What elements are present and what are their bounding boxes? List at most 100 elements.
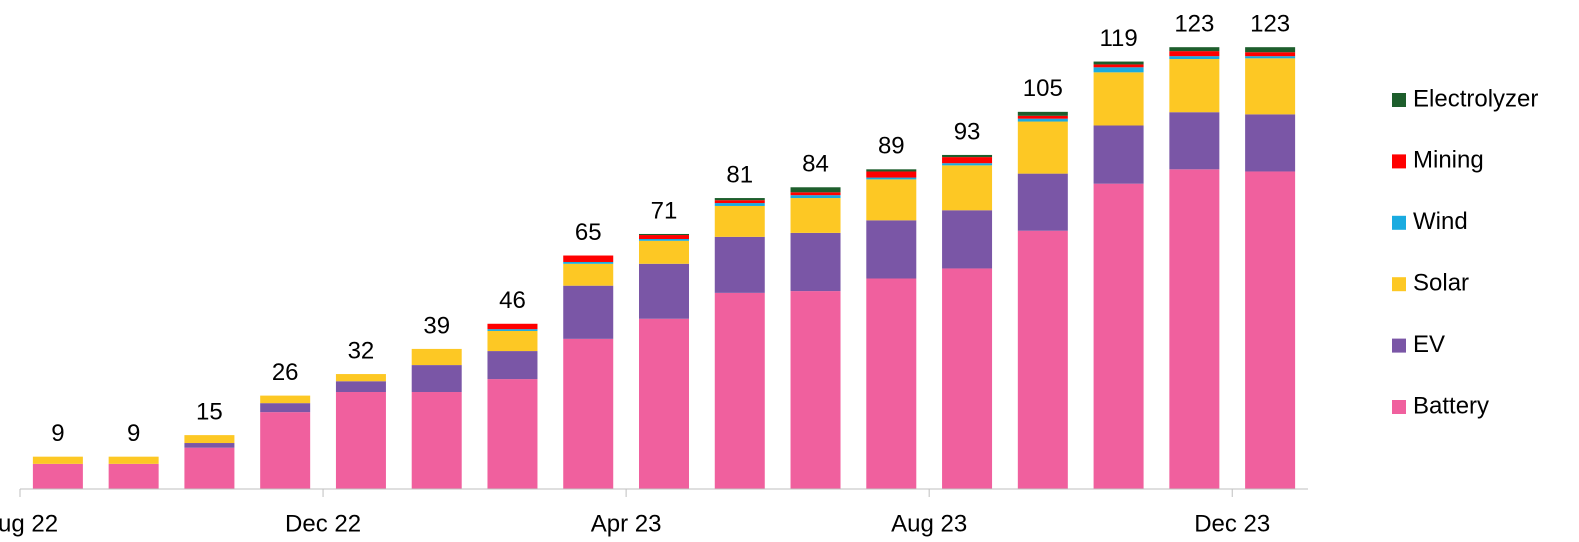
total-label: 123 — [1250, 11, 1290, 38]
bar-segment — [639, 238, 689, 241]
legend-swatch — [1392, 93, 1406, 107]
bar-segment — [639, 240, 689, 264]
bar-segment — [866, 169, 917, 172]
bar-segment — [563, 338, 614, 489]
bar-segment — [1017, 121, 1068, 174]
bar-segment — [184, 443, 235, 448]
bar-segment — [1169, 112, 1220, 170]
total-label: 71 — [651, 197, 678, 224]
legend-swatch — [1392, 154, 1406, 169]
bar-segment — [1245, 171, 1296, 489]
bar-segment — [866, 220, 917, 279]
legend-label: Electrolyzer — [1413, 85, 1538, 112]
bar-segment — [487, 330, 538, 352]
x-tick-label: Dec 23 — [1194, 510, 1270, 537]
bar-segment — [1245, 47, 1296, 53]
bar-segment — [714, 200, 765, 204]
bar-segment — [487, 323, 538, 330]
bar-segment — [1017, 111, 1068, 116]
bar-segment — [1017, 230, 1068, 489]
bar-segment — [1245, 56, 1296, 59]
bar-segment — [1245, 114, 1296, 172]
bar-segment — [1093, 61, 1144, 65]
total-label: 84 — [802, 151, 829, 178]
bar-segment — [487, 351, 538, 380]
bar-segment — [639, 263, 689, 319]
legend-label: Wind — [1413, 208, 1468, 235]
bar-segment — [714, 236, 765, 293]
bar-segment — [1093, 183, 1144, 489]
bar-segment — [790, 195, 841, 199]
bar-segment — [942, 163, 993, 166]
bar-segment — [1093, 125, 1144, 184]
total-label: 39 — [423, 312, 450, 339]
total-label: 32 — [348, 337, 375, 364]
bar-segment — [563, 255, 614, 262]
total-label: 89 — [878, 133, 905, 160]
bar-segment — [260, 412, 311, 489]
bar-segment — [184, 447, 235, 489]
bar-segment — [942, 268, 993, 489]
total-label: 46 — [499, 287, 526, 314]
bar-segment — [942, 157, 993, 164]
total-label: 9 — [127, 420, 140, 447]
bar-segment — [1169, 51, 1220, 57]
total-label: 26 — [272, 359, 299, 386]
x-tick-label: Dec 22 — [285, 510, 361, 537]
total-label: 105 — [1023, 75, 1063, 102]
legend-label: Mining — [1413, 147, 1484, 174]
bar-segment — [866, 177, 917, 180]
bar-segment — [411, 348, 462, 366]
total-label: 123 — [1174, 11, 1214, 38]
bar-segment — [942, 210, 993, 269]
bar-segment — [790, 192, 841, 196]
bar-segment — [563, 261, 614, 264]
bar-segment — [714, 292, 765, 489]
bar-segment — [1093, 64, 1144, 68]
legend-swatch — [1392, 338, 1406, 353]
x-tick-label: Aug 23 — [891, 510, 967, 537]
bar-segment — [260, 395, 311, 404]
x-tick-label: Apr 23 — [591, 510, 662, 537]
bar-segment — [335, 381, 386, 393]
bar-segment — [1169, 56, 1220, 60]
bar-segment — [487, 379, 538, 489]
bar-segment — [563, 263, 614, 286]
bar-segment — [639, 318, 689, 489]
bar-segment — [1169, 59, 1220, 113]
bar-segment — [942, 165, 993, 211]
bar-segment — [1169, 169, 1220, 489]
bar-segment — [714, 203, 765, 206]
bar-segment — [335, 392, 386, 489]
bar-segment — [790, 187, 841, 193]
legend-swatch — [1392, 400, 1406, 414]
bar-segment — [1245, 58, 1296, 115]
bar-segment — [639, 233, 689, 236]
bar-segment — [714, 205, 765, 237]
bar-segment — [942, 154, 993, 158]
bar-segment — [1093, 67, 1144, 73]
total-label: 93 — [954, 118, 981, 145]
bar-segment — [1093, 72, 1144, 126]
legend-swatch — [1392, 215, 1406, 230]
bar-segment — [714, 198, 765, 201]
total-label: 9 — [51, 420, 64, 447]
total-label: 81 — [726, 161, 753, 188]
bar-segment — [32, 456, 83, 464]
bar-segment — [563, 285, 614, 339]
bar-segment — [1245, 52, 1296, 57]
bar-segment — [1169, 47, 1220, 52]
total-label: 119 — [1099, 25, 1137, 52]
bar-segment — [866, 278, 917, 489]
total-label: 15 — [196, 398, 223, 425]
legend-swatch — [1392, 277, 1406, 292]
bar-segment — [335, 374, 386, 382]
legend-label: EV — [1413, 331, 1445, 358]
bar-segment — [32, 463, 83, 489]
bar-segment — [260, 403, 311, 413]
bar-segment — [866, 179, 917, 221]
bar-segment — [790, 198, 841, 233]
bar-segment — [184, 435, 235, 444]
bar-segment — [487, 329, 538, 331]
